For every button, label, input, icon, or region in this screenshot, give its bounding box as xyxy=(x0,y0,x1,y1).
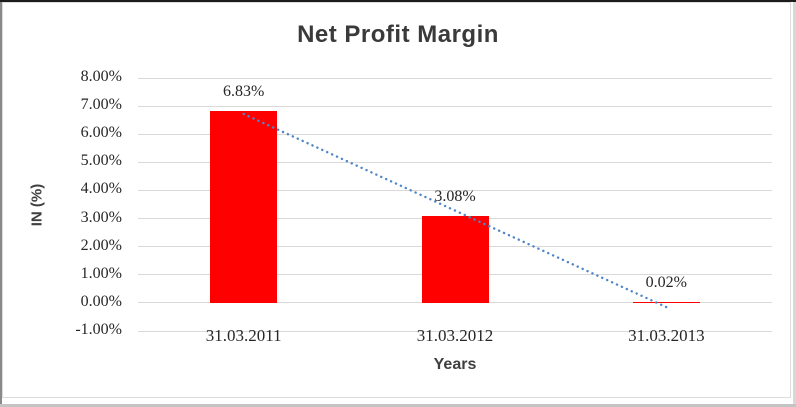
y-axis-tick-label: 2.00% xyxy=(80,236,122,254)
chart-title: Net Profit Margin xyxy=(297,21,499,48)
y-axis-tick-label: 7.00% xyxy=(80,96,122,114)
gridline xyxy=(138,77,772,79)
bar xyxy=(421,216,489,303)
y-axis-tick-label: 5.00% xyxy=(80,152,122,170)
y-axis-tick-label: -1.00% xyxy=(75,321,122,338)
y-axis-tick-label: 3.00% xyxy=(80,208,122,226)
gridline xyxy=(138,105,772,107)
frame-left-border xyxy=(0,2,2,404)
bar xyxy=(632,301,700,303)
y-axis-tick-label: 0.00% xyxy=(80,292,122,310)
x-axis-tick-label: 31.03.2012 xyxy=(416,326,494,345)
y-axis-tick-label: 4.00% xyxy=(80,180,122,198)
x-axis-tick-label: 31.03.2013 xyxy=(628,326,705,345)
y-axis-tick-label: 1.00% xyxy=(80,264,122,282)
y-axis-tick-label: 6.00% xyxy=(80,124,122,142)
x-axis-title: Years xyxy=(433,356,477,373)
gridline xyxy=(138,330,772,332)
bar xyxy=(210,110,278,303)
frame-top-border xyxy=(0,0,796,2)
bar-data-label: 0.02% xyxy=(645,273,687,291)
bar-data-label: 3.08% xyxy=(434,188,476,206)
x-axis-tick-label: 31.03.2011 xyxy=(205,326,282,345)
bar-data-label: 6.83% xyxy=(222,82,265,100)
frame-bottom-border xyxy=(0,404,796,407)
y-axis-tick-label: 8.00% xyxy=(80,68,122,85)
frame-right-border xyxy=(793,2,796,404)
